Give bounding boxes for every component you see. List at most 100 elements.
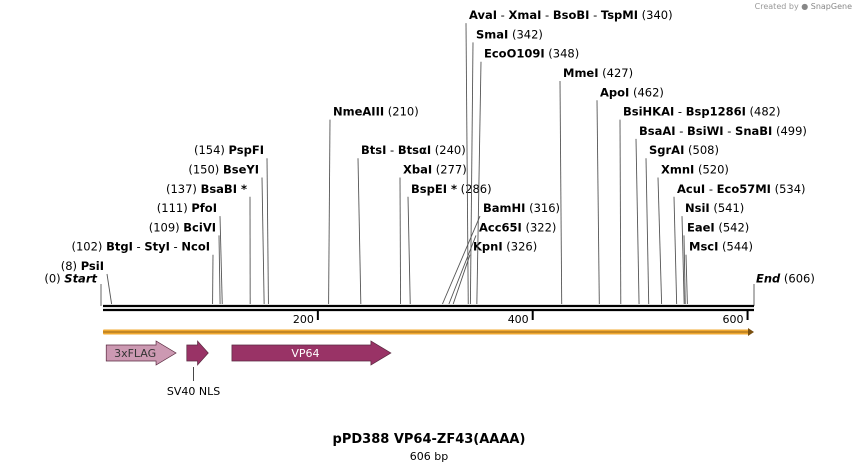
site-label: ApoI (462) — [600, 85, 664, 99]
site-position: (541) — [710, 201, 745, 215]
site-position: (109) — [149, 220, 184, 234]
site-sgrai[interactable]: SgrAI (508) — [645, 143, 719, 305]
site-label: NmeAIII (210) — [333, 105, 419, 119]
site-label: (154) PspFI — [194, 143, 264, 157]
site-msci[interactable]: MscI (544) — [685, 240, 753, 305]
site-acc65i[interactable]: Acc65I (322) — [448, 220, 557, 305]
site-connector — [106, 273, 113, 305]
site-label: BsiHKAI - Bsp1286I (482) — [623, 105, 780, 119]
site-position: (277) — [432, 163, 467, 177]
enzyme-separator: - — [386, 143, 397, 157]
site-smai[interactable]: SmaI (342) — [469, 27, 543, 305]
enzyme-name: BspEI * — [411, 182, 457, 196]
site-position: (111) — [157, 201, 192, 215]
site-acui-eco57mi[interactable]: AcuI - Eco57MI (534) — [673, 182, 806, 305]
site-position: (8) — [61, 259, 81, 273]
site-connector — [619, 119, 622, 305]
site-connector — [219, 216, 223, 305]
feature-arrow[interactable] — [231, 340, 392, 366]
start-text: Start — [64, 272, 97, 286]
site-xmni[interactable]: XmnI (520) — [657, 163, 729, 305]
site-bamhi[interactable]: BamHI (316) — [442, 201, 560, 305]
site-kpni[interactable]: KpnI (326) — [452, 240, 537, 305]
site-ecoo109i[interactable]: EcoO109I (348) — [476, 47, 579, 305]
enzyme-name: AcuI — [677, 182, 705, 196]
site-label: XbaI (277) — [403, 163, 467, 177]
site-btgi-styi-ncoi[interactable]: (102) BtgI - StyI - NcoI — [72, 240, 214, 305]
start-position: (0) — [44, 272, 64, 286]
site-label: BsaAI - BsiWI - SnaBI (499) — [639, 124, 807, 138]
enzyme-name: Acc65I — [479, 220, 522, 234]
enzyme-name: BamHI — [483, 201, 525, 215]
site-label: AcuI - Eco57MI (534) — [677, 182, 806, 196]
feature-vp64[interactable]: VP64 — [231, 340, 392, 366]
site-xbai[interactable]: XbaI (277) — [399, 163, 467, 305]
sequence-backbone — [103, 304, 754, 312]
enzyme-name: BsiWI — [687, 124, 724, 138]
site-connector — [218, 235, 221, 305]
site-connector — [328, 119, 331, 305]
enzyme-name: MmeI — [563, 66, 599, 80]
enzyme-name: BtgI — [106, 240, 133, 254]
enzyme-separator: - — [589, 8, 600, 22]
site-label: KpnI (326) — [473, 240, 537, 254]
site-apoi[interactable]: ApoI (462) — [596, 85, 664, 305]
enzyme-name: Eco57MI — [717, 182, 771, 196]
site-label: EcoO109I (348) — [484, 47, 579, 61]
site-label: AvaI - XmaI - BsoBI - TspMI (340) — [469, 8, 673, 22]
site-bsaai-bsiwi-snabi[interactable]: BsaAI - BsiWI - SnaBI (499) — [635, 124, 807, 305]
site-bseyi[interactable]: (150) BseYI — [188, 163, 265, 305]
site-pfoi[interactable]: (111) PfoI — [157, 201, 223, 305]
snapgene-logo-icon: ● — [801, 2, 809, 11]
feature-3xflag[interactable]: 3xFLAG — [105, 340, 177, 366]
site-bsihkai-bsp1286i[interactable]: BsiHKAI - Bsp1286I (482) — [619, 105, 780, 305]
site-psii[interactable]: (8) PsiI — [61, 259, 113, 305]
site-avai-xmai-bsobi-tspmi[interactable]: AvaI - XmaI - BsoBI - TspMI (340) — [465, 8, 673, 305]
feature-label: 3xFLAG — [114, 347, 156, 360]
site-connector — [448, 235, 477, 305]
site-btsi-bts-i[interactable]: BtsI - BtsαI (240) — [357, 143, 466, 305]
feature-track: 3xFLAG SV40 NLS VP64 — [105, 340, 392, 398]
enzyme-name: AvaI — [469, 8, 497, 22]
site-bspei[interactable]: BspEI * (286) — [407, 182, 492, 305]
site-pspfi[interactable]: (154) PspFI — [194, 143, 269, 305]
orf-track — [103, 328, 754, 336]
site-position: (482) — [746, 105, 781, 119]
feature-arrow[interactable] — [186, 340, 209, 366]
start-marker: (0) Start — [44, 272, 102, 306]
enzyme-name: EcoO109I — [484, 47, 545, 61]
site-label: (109) BciVI — [149, 220, 216, 234]
enzyme-name: SgrAI — [649, 143, 684, 157]
site-position: (150) — [188, 163, 223, 177]
site-label: MscI (544) — [689, 240, 753, 254]
site-position: (534) — [771, 182, 806, 196]
site-position: (342) — [508, 27, 543, 41]
feature-sv40-nls[interactable]: SV40 NLS — [167, 340, 220, 398]
site-nsii[interactable]: NsiI (541) — [681, 201, 745, 305]
site-mmei[interactable]: MmeI (427) — [559, 66, 633, 305]
site-connector — [465, 23, 469, 305]
site-connector — [261, 177, 265, 305]
site-nmeaiii[interactable]: NmeAIII (210) — [328, 105, 419, 305]
site-bcivi[interactable]: (109) BciVI — [149, 220, 221, 305]
orf-arrowhead — [748, 328, 754, 336]
site-connector — [476, 61, 482, 305]
enzyme-name: SnaBI — [735, 124, 772, 138]
feature-arrow[interactable] — [105, 340, 177, 366]
enzyme-name: NcoI — [181, 240, 210, 254]
site-position: (508) — [684, 143, 719, 157]
enzyme-name: BsaBI * — [201, 182, 247, 196]
site-position: (499) — [772, 124, 807, 138]
site-position: (154) — [194, 143, 229, 157]
enzyme-name: XmaI — [509, 8, 542, 22]
site-position: (322) — [522, 220, 557, 234]
site-eaei[interactable]: EaeI (542) — [683, 220, 749, 305]
enzyme-name: BtsI — [361, 143, 386, 157]
site-bsabi[interactable]: (137) BsaBI * — [166, 182, 251, 305]
enzyme-separator: - — [133, 240, 144, 254]
site-position: (340) — [638, 8, 673, 22]
site-position: (462) — [629, 85, 664, 99]
site-connector — [407, 196, 411, 305]
enzyme-name: NsiI — [685, 201, 710, 215]
credit-prefix: Created by — [754, 2, 799, 11]
